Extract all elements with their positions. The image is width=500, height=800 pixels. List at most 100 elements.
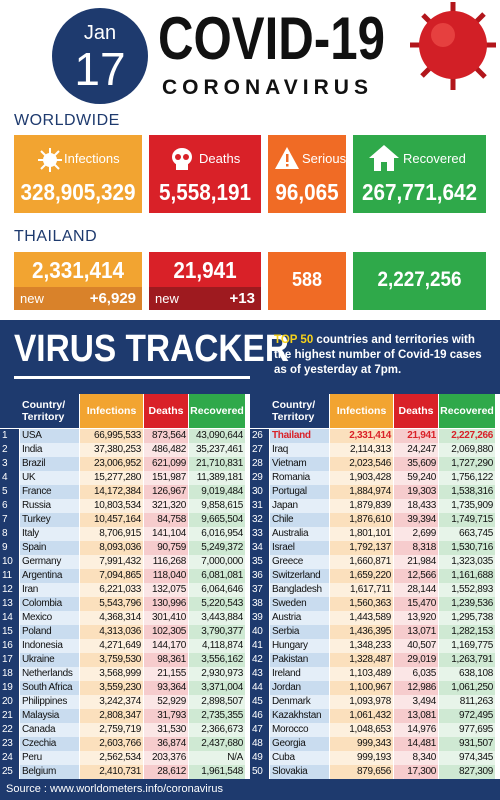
card-label: Infections [64, 151, 120, 166]
rank: 25 [0, 765, 19, 779]
value-cell: 98,361 [144, 653, 188, 667]
country: Colombia [20, 597, 79, 611]
value-cell: 52,929 [144, 695, 188, 709]
value-cell: 15,470 [394, 597, 438, 611]
value-cell: 2,227,266 [439, 429, 495, 443]
value-cell: 21,710,831 [189, 457, 245, 471]
rank: 38 [250, 597, 269, 611]
country: Portugal [270, 485, 329, 499]
value-cell: 1,282,153 [439, 625, 495, 639]
th-deaths-card: 21,941 new +13 [149, 252, 261, 310]
value-cell: 2,808,347 [80, 709, 143, 723]
value-cell: 2,735,355 [189, 709, 245, 723]
rank: 42 [250, 653, 269, 667]
value-cell: 7,991,432 [80, 555, 143, 569]
serious-card: Serious 96,065 [268, 135, 346, 213]
country: Ireland [270, 667, 329, 681]
value-cell: 1,436,395 [330, 625, 393, 639]
rank: 1 [0, 429, 19, 443]
rank: 36 [250, 569, 269, 583]
value-cell: 321,320 [144, 499, 188, 513]
value-cell: 1,879,839 [330, 499, 393, 513]
value-cell: 1,328,487 [330, 653, 393, 667]
rank: 28 [250, 457, 269, 471]
value-cell: N/A [189, 751, 245, 765]
card-value: 21,941 [173, 257, 237, 283]
value-cell: 36,874 [144, 737, 188, 751]
country: Slovakia [270, 765, 329, 779]
value-cell: 4,313,036 [80, 625, 143, 639]
value-cell: 4,118,874 [189, 639, 245, 653]
value-cell: 43,090,644 [189, 429, 245, 443]
value-cell: 1,884,974 [330, 485, 393, 499]
value-cell: 13,920 [394, 611, 438, 625]
rank: 6 [0, 499, 19, 513]
value-cell: 1,727,290 [439, 457, 495, 471]
value-cell: 2,331,414 [330, 429, 393, 443]
rank: 14 [0, 611, 19, 625]
rank: 21 [0, 709, 19, 723]
rank: 19 [0, 681, 19, 695]
value-cell: 1,756,122 [439, 471, 495, 485]
value-cell: 6,081,081 [189, 569, 245, 583]
value-cell: 2,898,507 [189, 695, 245, 709]
virus-icon [38, 148, 62, 172]
value-cell: 974,345 [439, 751, 495, 765]
value-cell: 59,240 [394, 471, 438, 485]
value-cell: 90,759 [144, 541, 188, 555]
value-cell: 12,566 [394, 569, 438, 583]
deaths-card: Deaths 5,558,191 [149, 135, 261, 213]
value-cell: 6,035 [394, 667, 438, 681]
rank: 48 [250, 737, 269, 751]
rank: 8 [0, 527, 19, 541]
th-serious-card: 588 [268, 252, 346, 310]
value-cell: 3,494 [394, 695, 438, 709]
value-cell: 1,801,101 [330, 527, 393, 541]
value-cell: 31,530 [144, 723, 188, 737]
rank: 45 [250, 695, 269, 709]
country: Romania [270, 471, 329, 485]
value-cell: 301,410 [144, 611, 188, 625]
value-cell: 8,340 [394, 751, 438, 765]
country: Germany [20, 555, 79, 569]
title: COVID-19 [158, 5, 385, 72]
value-cell: 21,941 [394, 429, 438, 443]
column-header: Recovered [439, 394, 495, 428]
value-cell: 151,987 [144, 471, 188, 485]
value-cell: 2,069,880 [439, 443, 495, 457]
country: Georgia [270, 737, 329, 751]
value-cell: 4,368,314 [80, 611, 143, 625]
value-cell: 5,220,543 [189, 597, 245, 611]
value-cell: 3,790,377 [189, 625, 245, 639]
country: Sweden [270, 597, 329, 611]
country: India [20, 443, 79, 457]
rank: 35 [250, 555, 269, 569]
value-cell: 3,443,884 [189, 611, 245, 625]
rank: 41 [250, 639, 269, 653]
value-cell: 5,249,372 [189, 541, 245, 555]
value-cell: 1,061,250 [439, 681, 495, 695]
value-cell: 130,996 [144, 597, 188, 611]
value-cell: 3,556,162 [189, 653, 245, 667]
tracker-title: VIRUS TRACKER [14, 328, 289, 370]
rank: 12 [0, 583, 19, 597]
value-cell: 23,006,952 [80, 457, 143, 471]
value-cell: 1,093,978 [330, 695, 393, 709]
rank: 4 [0, 471, 19, 485]
country: Switzerland [270, 569, 329, 583]
value-cell: 35,237,461 [189, 443, 245, 457]
card-label: Recovered [403, 151, 466, 166]
value-cell: 13,071 [394, 625, 438, 639]
rank: 3 [0, 457, 19, 471]
value-cell: 116,268 [144, 555, 188, 569]
warning-icon [275, 147, 299, 169]
country: South Africa [20, 681, 79, 695]
value-cell: 11,389,181 [189, 471, 245, 485]
value-cell: 132,075 [144, 583, 188, 597]
value-cell: 93,364 [144, 681, 188, 695]
value-cell: 1,103,489 [330, 667, 393, 681]
rank: 33 [250, 527, 269, 541]
rank: 32 [250, 513, 269, 527]
rank: 15 [0, 625, 19, 639]
th-infections-card: 2,331,414 new +6,929 [14, 252, 142, 310]
